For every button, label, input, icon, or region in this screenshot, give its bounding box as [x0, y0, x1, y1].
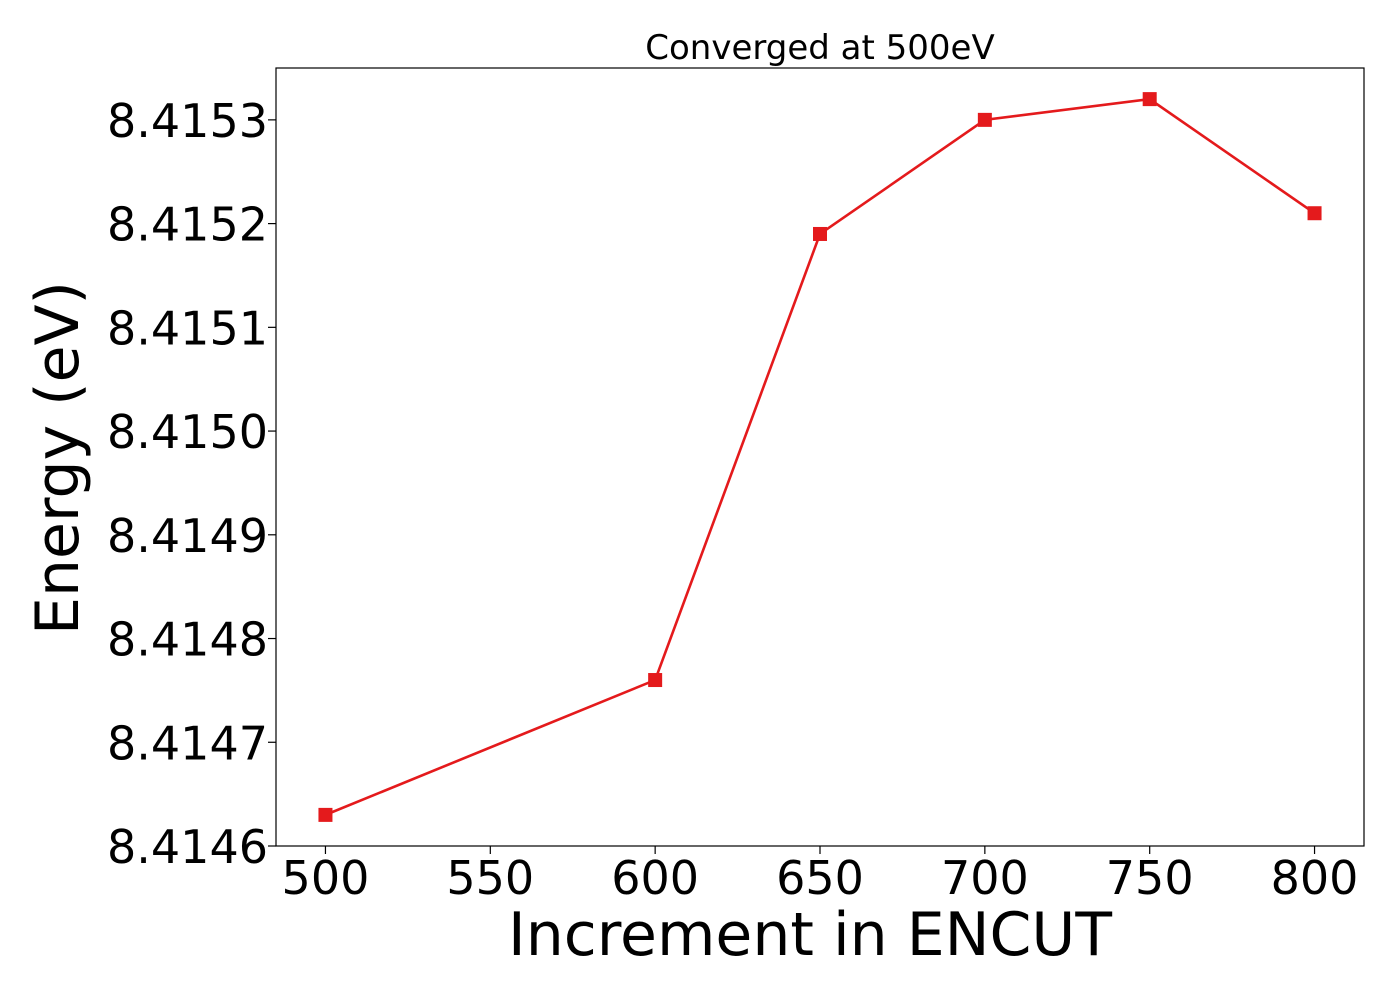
y-tick-label: 8.4149: [107, 509, 268, 563]
x-tick-label: 700: [941, 851, 1029, 905]
data-point: [318, 807, 333, 822]
data-point: [813, 226, 827, 241]
x-tick-label: 650: [776, 851, 864, 905]
chart-title: Converged at 500eV: [645, 28, 994, 68]
x-tick-label: 500: [282, 851, 370, 905]
y-tick-label: 8.4150: [107, 405, 268, 459]
y-tick-label: 8.4152: [107, 198, 268, 252]
y-tick-label: 8.4153: [107, 94, 268, 148]
series-line: [324, 97, 1316, 817]
data-point: [1307, 206, 1322, 221]
data-point: [648, 673, 663, 688]
x-axis-label: Increment in ENCUT: [508, 900, 1112, 970]
y-axis-label: Energy (eV): [23, 281, 93, 635]
x-tick-label: 600: [611, 851, 699, 905]
y-tick-label: 8.4148: [107, 613, 268, 667]
plot-frame: [275, 67, 1365, 847]
data-point: [1142, 92, 1157, 107]
tick-layer: 500 550 600 650 700 750 800 8.4146 8.4147 8.4148 8…: [107, 94, 1358, 905]
x-tick-label: 750: [1106, 851, 1194, 905]
data-point: [977, 112, 992, 127]
series-layer: [318, 92, 1322, 822]
x-tick-label: 550: [446, 851, 534, 905]
x-tick-label: 800: [1271, 851, 1359, 905]
y-tick-label: 8.4146: [107, 820, 268, 874]
y-tick-label: 8.4151: [107, 301, 268, 355]
y-tick-label: 8.4147: [107, 716, 268, 770]
